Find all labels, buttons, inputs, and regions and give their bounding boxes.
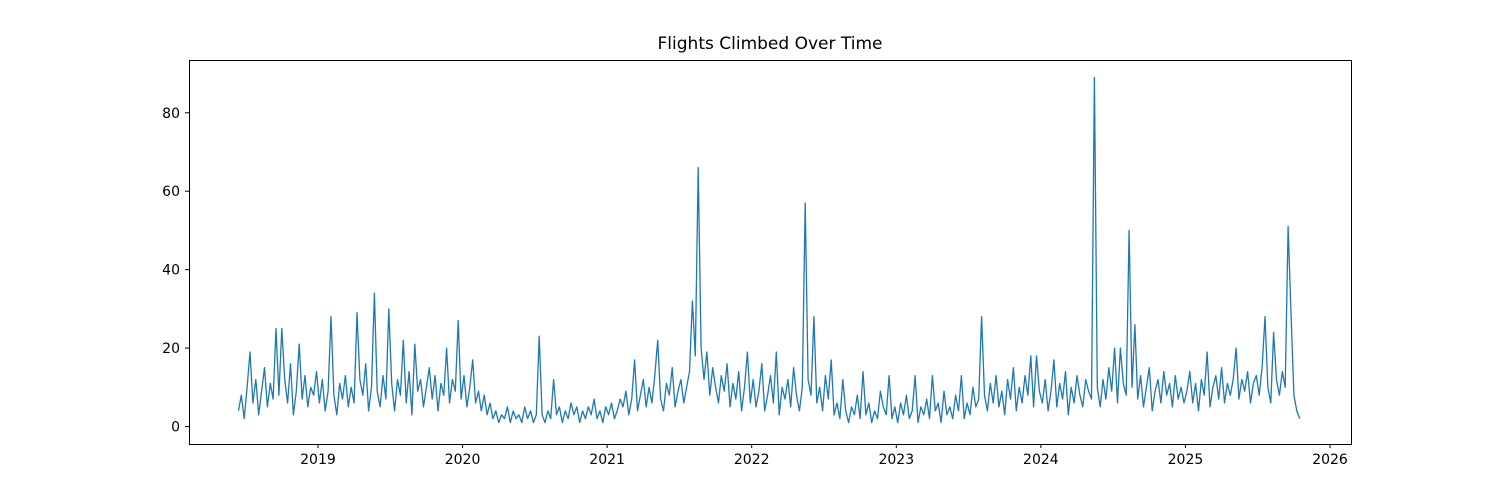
x-tick-label: 2023: [878, 452, 914, 468]
y-tick-label: 0: [171, 420, 180, 436]
chart-title: Flights Climbed Over Time: [657, 34, 883, 54]
plot-border: [189, 60, 1352, 445]
x-tick-label: 2026: [1312, 452, 1348, 468]
data-line: [237, 76, 1301, 424]
x-tick-label: 2021: [589, 452, 625, 468]
y-tick-label: 40: [162, 263, 180, 279]
x-tick-label: 2024: [1023, 452, 1059, 468]
y-tick-label: 20: [162, 341, 180, 357]
x-tick-label: 2025: [1168, 452, 1204, 468]
x-tick-label: 2020: [445, 452, 481, 468]
y-tick-label: 80: [162, 106, 180, 122]
y-tick-label: 60: [162, 184, 180, 200]
x-tick-label: 2019: [300, 452, 336, 468]
x-tick-label: 2022: [734, 452, 770, 468]
